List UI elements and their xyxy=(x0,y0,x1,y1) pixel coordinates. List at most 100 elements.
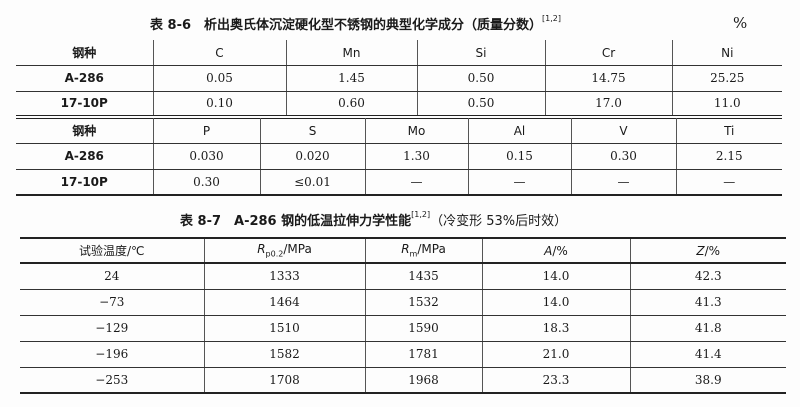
table-cell: 0.50 xyxy=(416,65,545,92)
table-cell: 1333 xyxy=(203,263,365,290)
table-cell: 1510 xyxy=(203,315,365,342)
table-row: A-286 0.030 0.020 1.30 0.15 0.30 2.15 xyxy=(16,143,782,170)
table-cell: 14.0 xyxy=(481,289,630,316)
title-note: （冷变形 53%后时效） xyxy=(430,214,568,229)
table-cell: 0.020 xyxy=(259,143,365,170)
symbol: R xyxy=(401,242,410,257)
table-cell: 14.75 xyxy=(544,65,672,92)
row-label-cell: 17-10P xyxy=(16,169,153,196)
table-cell: 2.15 xyxy=(675,143,782,170)
table-cell: 0.30 xyxy=(152,169,260,196)
table-cell: 23.3 xyxy=(481,367,630,394)
table-cell: Cr xyxy=(544,40,672,66)
unit: /MPa xyxy=(283,242,312,257)
header-elongation: A/% xyxy=(481,237,630,264)
table-cell: 41.4 xyxy=(629,341,786,368)
table-cell: ≤0.01 xyxy=(259,169,365,196)
table-cell: 0.10 xyxy=(152,91,286,119)
symbol: Z xyxy=(696,243,705,258)
subscript: m xyxy=(409,249,418,259)
row-label-cell: A-286 xyxy=(16,65,153,92)
row-label-cell: 17-10P xyxy=(16,91,153,119)
table-cell: V xyxy=(570,118,676,144)
table-cell: Si xyxy=(416,40,545,66)
row-label-cell: −196 xyxy=(20,341,204,368)
table-row: 24 1333 1435 14.0 42.3 xyxy=(20,263,786,290)
unit-label: % xyxy=(733,14,748,32)
table-cell: 18.3 xyxy=(481,315,630,342)
row-label-cell: −129 xyxy=(20,315,204,342)
table-cell: 1.30 xyxy=(364,143,468,170)
row-label-cell: 钢种 xyxy=(16,118,153,144)
table-cell: 1.45 xyxy=(285,65,417,92)
table-cell: P xyxy=(152,118,260,144)
table-cell: 1781 xyxy=(364,341,482,368)
unit: /% xyxy=(552,243,568,258)
table-cell: C xyxy=(152,40,286,66)
table-8-7-title: 表 8-7 A-286 钢的低温拉伸力学性能[1,2]（冷变形 53%后时效） xyxy=(180,210,567,229)
table-cell: 38.9 xyxy=(629,367,786,394)
table-cell: 1968 xyxy=(364,367,482,394)
table-cell: Ni xyxy=(671,40,782,66)
table-cell: 11.0 xyxy=(671,91,782,119)
table-cell: 1464 xyxy=(203,289,365,316)
row-label-cell: −253 xyxy=(20,367,204,394)
header-row: 钢种 P S Mo Al V Ti xyxy=(16,118,782,144)
header-row: 钢种 C Mn Si Cr Ni xyxy=(16,40,782,66)
table-cell: 14.0 xyxy=(481,263,630,290)
table-cell: 25.25 xyxy=(671,65,782,92)
table-row: A-286 0.05 1.45 0.50 14.75 25.25 xyxy=(16,65,782,92)
table-cell: 1708 xyxy=(203,367,365,394)
symbol: A xyxy=(544,243,553,258)
table-cell: Mo xyxy=(364,118,468,144)
composition-table-part1: 钢种 C Mn Si Cr Ni A-286 0.05 1.45 0.50 14.75 25.25 17… xyxy=(16,40,782,119)
title-text: 表 8-6 析出奥氏体沉淀硬化型不锈钢的典型化学成分（质量分数） xyxy=(150,18,543,33)
row-label-cell: 钢种 xyxy=(16,40,153,66)
header-temperature: 试验温度/℃ xyxy=(20,237,204,264)
table-cell: 41.3 xyxy=(629,289,786,316)
header-rp02: Rp0.2/MPa xyxy=(203,237,365,264)
table-row: 17-10P 0.30 ≤0.01— — — — xyxy=(16,169,782,196)
table-cell: 1582 xyxy=(203,341,365,368)
reference-mark: [1,2] xyxy=(542,14,561,23)
row-label-cell: A-286 xyxy=(16,143,153,170)
symbol: R xyxy=(257,242,266,257)
table-row: 17-10P 0.10 0.60 0.50 17.0 11.0 xyxy=(16,91,782,119)
table-cell: 0.030 xyxy=(152,143,260,170)
header-rm: Rm/MPa xyxy=(364,237,482,264)
table-cell: 1435 xyxy=(364,263,482,290)
table-row: −196 1582 1781 21.0 41.4 xyxy=(20,341,786,368)
table-row: −73 1464 1532 14.0 41.3 xyxy=(20,289,786,316)
tensile-properties-table: 试验温度/℃ Rp0.2/MPa Rm/MPa A/% Z/% 24 1333 14… xyxy=(20,237,786,394)
table-cell: Ti xyxy=(675,118,782,144)
reference-mark: [1,2] xyxy=(411,210,431,219)
table-cell: 0.15 xyxy=(467,143,571,170)
table-row: −253 1708 1968 23.3 38.9 xyxy=(20,367,786,394)
table-cell: 1590 xyxy=(364,315,482,342)
table-cell: 0.30 xyxy=(570,143,676,170)
table-cell: 0.05 xyxy=(152,65,286,92)
table-cell: — xyxy=(467,169,571,196)
table-cell: Mn xyxy=(285,40,417,66)
table-cell: — xyxy=(570,169,676,196)
table-cell: — xyxy=(675,169,782,196)
table-cell: 17.0 xyxy=(544,91,672,119)
table-cell: 1532 xyxy=(364,289,482,316)
table-row: −129 1510 1590 18.3 41.8 xyxy=(20,315,786,342)
composition-table-part2: 钢种 P S Mo Al V Ti A-286 0.030 0.020 1.30 0.15 0.30 2.… xyxy=(16,118,782,196)
table-cell: — xyxy=(364,169,468,196)
table-cell: 0.50 xyxy=(416,91,545,119)
title-text: 表 8-7 A-286 钢的低温拉伸力学性能 xyxy=(180,214,412,229)
row-label-cell: 24 xyxy=(20,263,204,290)
table-cell: 0.60 xyxy=(285,91,417,119)
header-row: 试验温度/℃ Rp0.2/MPa Rm/MPa A/% Z/% xyxy=(20,237,786,264)
table-cell: S xyxy=(259,118,365,144)
header-reduction-of-area: Z/% xyxy=(629,237,786,264)
table-cell: 21.0 xyxy=(481,341,630,368)
unit: /% xyxy=(704,243,721,258)
row-label-cell: −73 xyxy=(20,289,204,316)
table-cell: 42.3 xyxy=(629,263,786,290)
table-cell: Al xyxy=(467,118,571,144)
subscript: p0.2 xyxy=(265,249,284,259)
